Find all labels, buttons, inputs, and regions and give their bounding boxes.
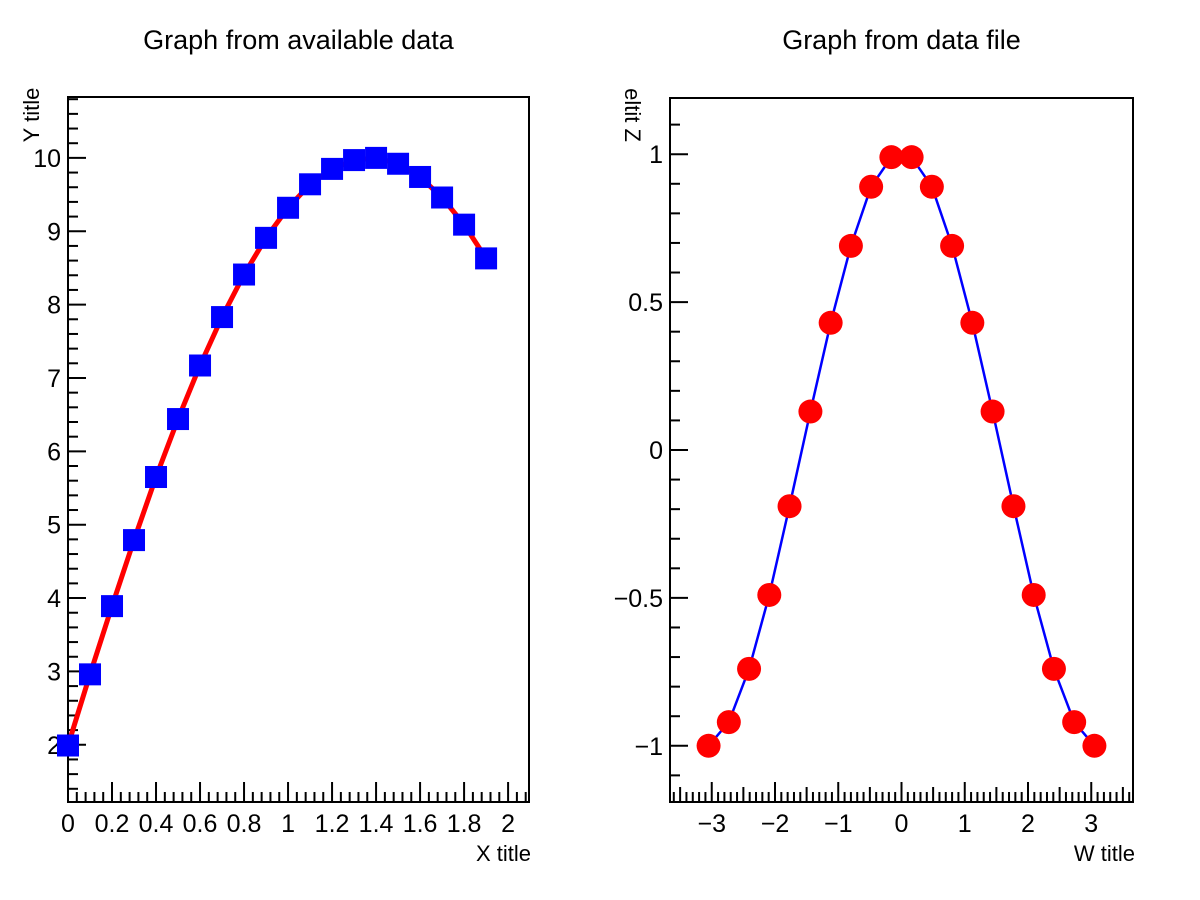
data-marker [123,529,146,552]
y-tick-label: 0.5 [628,289,663,317]
x-tick-label: 1 [281,810,295,838]
data-marker [899,145,924,170]
left-x-axis-title: X title [475,841,531,866]
data-marker [431,186,454,209]
x-tick-label: 2 [501,810,515,838]
data-marker [1062,710,1087,735]
data-marker [475,247,498,270]
data-marker [919,174,944,199]
data-marker [409,165,432,188]
right-x-axis-title: W title [1073,841,1135,866]
data-marker [321,157,344,180]
y-tick-label: −0.5 [614,585,663,613]
data-marker [818,310,843,335]
x-tick-label: 3 [1084,810,1098,838]
data-marker [167,408,190,431]
data-marker [453,213,476,236]
plot-frame [67,96,530,803]
data-marker [838,233,863,258]
data-marker [79,663,102,686]
data-marker [277,196,300,219]
data-marker [1021,582,1046,607]
data-marker [387,152,410,175]
right-chart-title: Graph from data file [782,25,1021,55]
data-line [65,155,489,748]
x-tick-label: 2 [1021,810,1035,838]
y-tick-label: −1 [634,733,663,761]
x-tick-label: 1.4 [359,810,394,838]
data-marker [980,399,1005,424]
left-y-axis-title: Y title [19,87,44,143]
y-tick-label: 0 [649,437,663,465]
x-tick-label: 1.2 [315,810,350,838]
y-tick-label: 8 [47,292,61,320]
y-tick-label: 3 [47,658,61,686]
y-tick-label: 9 [47,218,61,246]
y-tick-label: 1 [649,141,663,169]
data-marker [365,146,388,169]
data-marker [757,582,782,607]
data-marker [716,710,741,735]
data-marker [343,149,366,172]
data-marker [879,145,904,170]
data-marker [255,226,278,249]
data-marker [233,263,256,286]
left-chart-title: Graph from available data [143,25,454,55]
x-tick-label: 0.8 [227,810,262,838]
x-tick-label: 0.2 [95,810,130,838]
data-marker [859,174,884,199]
data-marker [696,733,721,758]
data-marker [1001,494,1026,519]
x-tick-label: 0.6 [183,810,218,838]
x-tick-label: 1.8 [447,810,482,838]
x-tick-label: 0 [895,810,909,838]
data-marker [189,354,212,377]
data-marker [798,399,823,424]
data-marker [101,595,124,618]
data-marker [57,734,79,757]
x-tick-label: 1.6 [403,810,438,838]
x-tick-label: −3 [697,810,726,838]
x-tick-label: 0 [61,810,75,838]
y-tick-label: 10 [33,145,61,173]
x-tick-label: 1 [958,810,972,838]
x-tick-label: 0.4 [139,810,174,838]
y-tick-label: 7 [47,365,61,393]
data-marker [211,306,234,329]
data-marker [299,173,322,196]
y-tick-label: 5 [47,512,61,540]
y-tick-label: 4 [47,585,61,613]
data-marker [940,233,965,258]
data-marker [777,494,802,519]
data-marker [737,656,762,681]
data-marker [145,466,168,489]
x-tick-label: −1 [824,810,853,838]
data-line [707,155,1096,748]
right-y-axis-title: Z title [620,88,645,142]
data-marker [1082,733,1107,758]
x-tick-label: −2 [761,810,790,838]
data-marker [960,310,985,335]
data-marker [1041,656,1066,681]
y-tick-label: 6 [47,438,61,466]
